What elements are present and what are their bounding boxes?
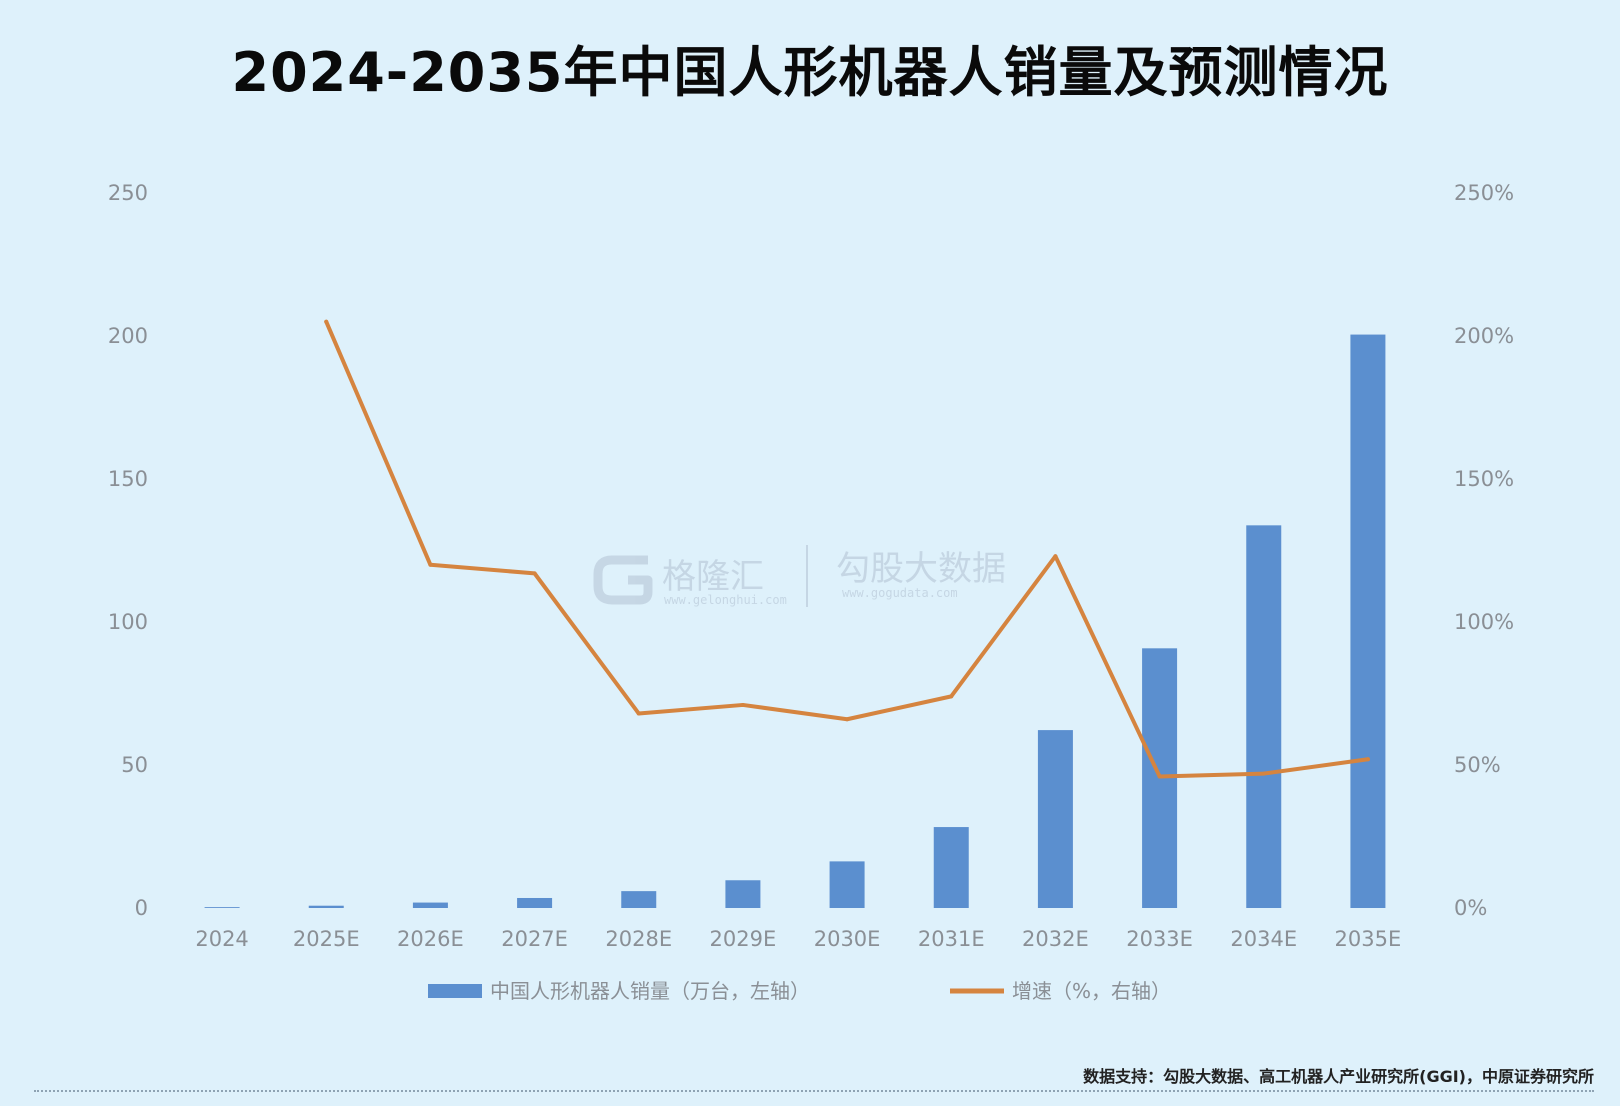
x-axis-tick-label: 2027E [501,927,568,951]
growth-point-2025E [324,319,329,324]
left-axis-tick-label: 50 [121,753,148,777]
x-axis-tick-label: 2031E [918,927,985,951]
right-axis-tick-label: 250% [1454,181,1514,205]
x-axis-tick-label: 2029E [710,927,777,951]
x-axis-tick-label: 2030E [814,927,881,951]
bar-2025E [308,905,344,908]
gelonghui-logo-icon [593,555,653,605]
growth-point-2034E [1261,771,1266,776]
left-axis-tick-label: 200 [108,324,148,348]
growth-point-2031E [949,694,954,699]
growth-point-2028E [636,711,641,716]
bar-2035E [1350,334,1386,908]
watermark-brand-right: 勾股大数据 [836,549,1006,589]
left-axis-tick-label: 100 [108,610,148,634]
legend-bar-swatch [428,984,482,998]
x-axis-tick-label: 2033E [1126,927,1193,951]
x-axis-tick-label: 2026E [397,927,464,951]
x-axis-tick-label: 2035E [1335,927,1402,951]
footer-divider [34,1090,1594,1092]
x-axis-tick-label: 2032E [1022,927,1089,951]
watermark-brand-left: 格隆汇 [662,557,764,597]
growth-point-2030E [845,717,850,722]
source-note: 数据支持：勾股大数据、高工机器人产业研究所(GGI)，中原证券研究所 [1083,1067,1594,1086]
bar-2024 [204,907,240,908]
growth-point-2027E [532,571,537,576]
bar-2029E [725,880,761,908]
bar-2031E [933,827,969,908]
growth-point-2035E [1365,757,1370,762]
growth-point-2032E [1053,554,1058,559]
x-axis-tick-label: 2024 [195,927,248,951]
right-axis-tick-label: 150% [1454,467,1514,491]
watermark-url-right: www.gogudata.com [842,586,958,600]
left-axis-tick-label: 150 [108,467,148,491]
x-axis-tick-label: 2025E [293,927,360,951]
watermark: 格隆汇 www.gelonghui.com 勾股大数据 www.gogudata… [593,545,1006,607]
bar-2034E [1246,525,1282,908]
right-axis-tick-label: 0% [1454,896,1487,920]
bar-2032E [1037,730,1073,908]
growth-point-2033E [1157,774,1162,779]
watermark-url-left: www.gelonghui.com [664,593,787,607]
chart-title: 2024-2035年中国人形机器人销量及预测情况 [231,41,1389,104]
legend-line-label: 增速（%，右轴） [1012,979,1171,1003]
right-axis-tick-label: 200% [1454,324,1514,348]
legend-bar-label: 中国人形机器人销量（万台，左轴） [490,979,810,1003]
bar-2028E [621,891,657,908]
left-axis-tick-label: 0 [135,896,148,920]
left-axis-tick-label: 250 [108,181,148,205]
x-axis-tick-label: 2034E [1230,927,1297,951]
right-axis-tick-label: 100% [1454,610,1514,634]
x-axis-tick-label: 2028E [605,927,672,951]
bar-2026E [412,902,448,908]
right-axis-tick-label: 50% [1454,753,1501,777]
growth-point-2029E [740,702,745,707]
bar-2030E [829,861,865,908]
growth-point-2026E [428,562,433,567]
bar-2027E [517,897,553,908]
